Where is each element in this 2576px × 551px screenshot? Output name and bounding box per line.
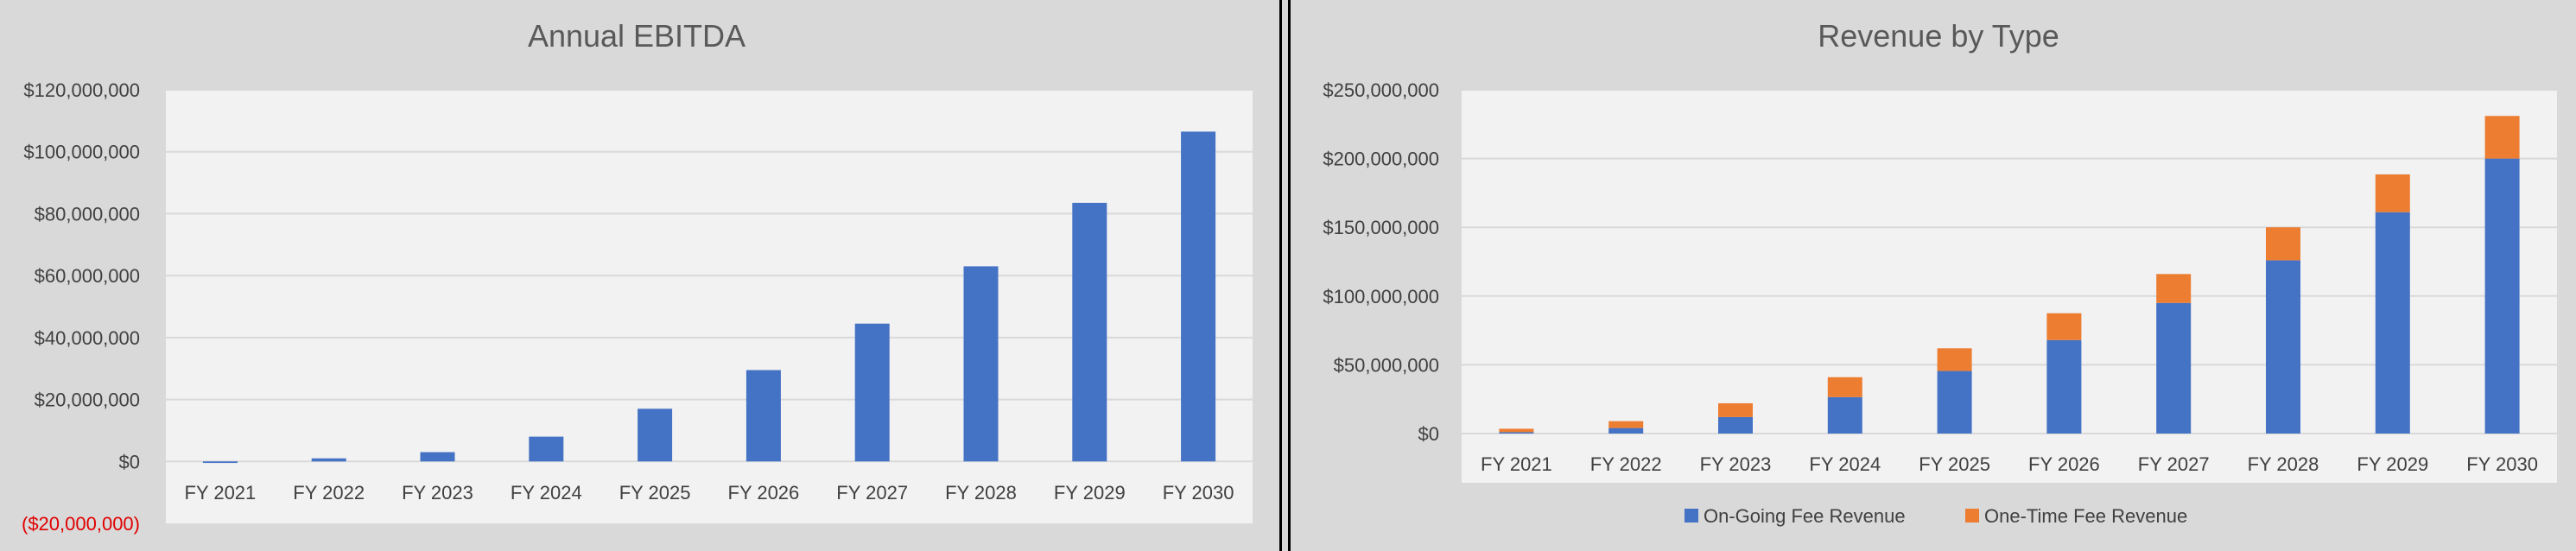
y-tick-label: $50,000,000	[1334, 354, 1439, 376]
ebitda-chart-panel: Annual EBITDA ($20,000,000) $0 $20,000,000…	[0, 0, 1277, 551]
y-tick-label: $200,000,000	[1323, 149, 1439, 170]
bar-onetime-fy-2026	[2046, 313, 2082, 340]
x-tick-label: FY 2025	[1919, 453, 1990, 475]
legend-label: On-Going Fee Revenue	[1704, 505, 1906, 527]
bar-ongoing-fy-2026	[2046, 339, 2082, 434]
bar-onetime-fy-2029	[2375, 174, 2410, 212]
bar-fy-2021	[202, 461, 238, 464]
bar-onetime-fy-2025	[1937, 348, 1972, 371]
bar-onetime-fy-2028	[2266, 227, 2300, 261]
plot-area	[1462, 90, 2557, 483]
bar-onetime-fy-2021	[1499, 428, 1534, 433]
y-tick-label: $120,000,000	[23, 79, 140, 101]
y-tick-label: $100,000,000	[23, 142, 140, 163]
y-tick-label: $100,000,000	[1323, 286, 1439, 307]
x-tick-label: FY 2029	[2357, 453, 2428, 475]
x-tick-label: FY 2021	[1481, 453, 1552, 475]
x-tick-label: FY 2023	[1700, 453, 1772, 475]
bar-fy-2029	[1072, 202, 1107, 462]
x-tick-label: FY 2024	[1809, 453, 1881, 475]
x-tick-label: FY 2022	[293, 482, 365, 504]
bar-ongoing-fy-2029	[2375, 212, 2410, 434]
x-tick-label: FY 2028	[2248, 453, 2319, 475]
x-tick-label: FY 2026	[728, 482, 800, 504]
y-tick-label: $40,000,000	[35, 327, 140, 349]
bar-fy-2028	[963, 266, 999, 462]
chart-title: Revenue by Type	[1818, 18, 2059, 54]
y-tick-label: $150,000,000	[1323, 217, 1439, 238]
bar-fy-2023	[420, 452, 455, 462]
x-tick-label: FY 2030	[2466, 453, 2538, 475]
bar-onetime-fy-2030	[2484, 116, 2520, 159]
y-tick-label: $0	[1418, 423, 1439, 445]
bar-fy-2022	[311, 458, 346, 462]
revenue-chart: Revenue by Type $0 $50,000,000 $100,000,00…	[1323, 18, 2557, 527]
legend-swatch	[1965, 509, 1979, 522]
bar-fy-2030	[1181, 131, 1216, 462]
bar-ongoing-fy-2028	[2266, 260, 2300, 434]
bar-ongoing-fy-2021	[1499, 432, 1534, 434]
bar-fy-2027	[854, 323, 890, 462]
bar-ongoing-fy-2025	[1937, 370, 1972, 434]
chart-title: Annual EBITDA	[528, 18, 746, 54]
panel-divider-right	[1288, 0, 1291, 551]
y-tick-label: $250,000,000	[1323, 79, 1439, 101]
bar-fy-2024	[529, 436, 564, 462]
x-tick-label: FY 2022	[1590, 453, 1662, 475]
bar-onetime-fy-2023	[1718, 402, 1753, 417]
x-tick-label: FY 2023	[402, 482, 473, 504]
x-tick-label: FY 2021	[185, 482, 257, 504]
x-tick-label: FY 2028	[945, 482, 1017, 504]
x-tick-label: FY 2025	[619, 482, 691, 504]
bar-onetime-fy-2022	[1608, 421, 1644, 428]
y-tick-label: $80,000,000	[35, 203, 140, 225]
ebitda-chart: Annual EBITDA ($20,000,000) $0 $20,000,000…	[22, 18, 1253, 535]
legend-swatch	[1685, 509, 1698, 522]
y-tick-label: ($20,000,000)	[22, 513, 140, 535]
bar-onetime-fy-2027	[2156, 274, 2192, 303]
x-tick-label: FY 2027	[2138, 453, 2210, 475]
x-tick-label: FY 2030	[1163, 482, 1234, 504]
x-tick-label: FY 2027	[836, 482, 908, 504]
plot-area	[166, 90, 1253, 523]
bar-ongoing-fy-2024	[1827, 396, 1862, 434]
revenue-chart-panel: Revenue by Type $0 $50,000,000 $100,000,00…	[1294, 0, 2576, 551]
y-tick-label: $20,000,000	[35, 390, 140, 411]
x-tick-label: FY 2026	[2028, 453, 2100, 475]
bar-fy-2026	[746, 370, 781, 462]
bar-ongoing-fy-2023	[1718, 416, 1753, 434]
bar-ongoing-fy-2027	[2156, 302, 2192, 434]
y-tick-label: $60,000,000	[35, 265, 140, 287]
y-tick-label: $0	[119, 451, 140, 472]
bar-ongoing-fy-2022	[1608, 428, 1644, 434]
x-tick-label: FY 2029	[1054, 482, 1126, 504]
x-tick-label: FY 2024	[511, 482, 582, 504]
bar-fy-2025	[638, 408, 673, 462]
bar-onetime-fy-2024	[1827, 377, 1862, 397]
legend-label: One-Time Fee Revenue	[1984, 505, 2187, 527]
bar-ongoing-fy-2030	[2484, 158, 2520, 434]
panel-divider-left	[1279, 0, 1282, 551]
